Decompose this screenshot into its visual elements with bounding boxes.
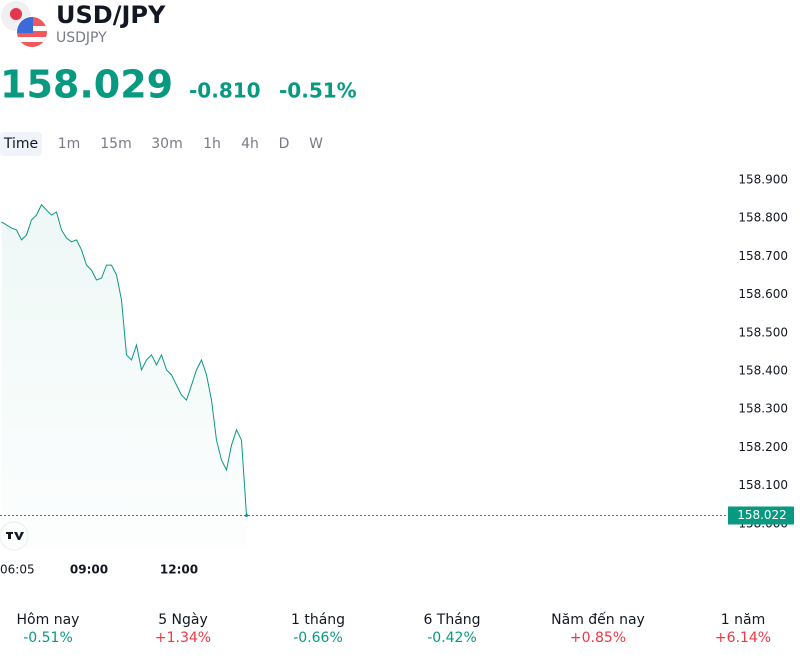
tab[interactable]: Time [3,136,38,152]
perf-value[interactable]: -0.42% [427,630,477,646]
y-tick-label: 158.900 [738,172,788,186]
perf-label[interactable]: Năm đến nay [551,611,645,628]
tab-active-bg [0,132,42,156]
tab[interactable]: D [279,136,290,152]
perf-value[interactable]: +6.14% [715,630,771,646]
y-tick-label: 158.100 [738,478,788,492]
x-tick-label: 09:00 [70,563,108,577]
tab[interactable]: 1h [203,136,221,152]
tab[interactable]: W [309,136,323,152]
title: USD/JPY [56,1,166,29]
last-price-label: 158.022 [737,508,787,522]
last-price-box [728,506,794,525]
perf-value[interactable]: -0.66% [293,630,343,646]
tab[interactable]: 4h [241,136,259,152]
y-tick-label: 158.600 [738,287,788,301]
y-tick-label: 158.400 [738,364,788,378]
perf-label[interactable]: Hôm nay [17,612,80,628]
symbol: USDJPY [56,30,107,46]
perf-label[interactable]: 6 Tháng [423,612,480,628]
y-tick-label: 158.200 [738,440,788,454]
y-tick-label: 158.700 [738,249,788,263]
line [1,203,247,516]
tab[interactable]: 30m [151,136,182,152]
flags [1,1,48,48]
perf-value[interactable]: +0.85% [570,630,626,646]
price: 158.029 [0,63,173,107]
y-tick-label: 158.500 [738,325,788,339]
y-tick-label: 158.300 [738,402,788,416]
tab[interactable]: 1m [58,136,81,152]
perf-value[interactable]: +1.34% [155,630,211,646]
x-tick-label: 12:00 [160,563,198,577]
area [1,204,247,548]
y-tick-label: 158.800 [738,211,788,225]
perf-label[interactable]: 1 năm [721,612,765,628]
x-tick-label: 06:05 [0,563,35,577]
change-percent: -0.51% [279,79,357,103]
perf-value[interactable]: -0.51% [23,630,73,646]
change: -0.810 [189,79,261,103]
perf-label[interactable]: 1 tháng [291,612,345,628]
tab[interactable]: 15m [100,136,131,152]
perf-label[interactable]: 5 Ngày [158,612,208,628]
last-point [245,514,248,518]
